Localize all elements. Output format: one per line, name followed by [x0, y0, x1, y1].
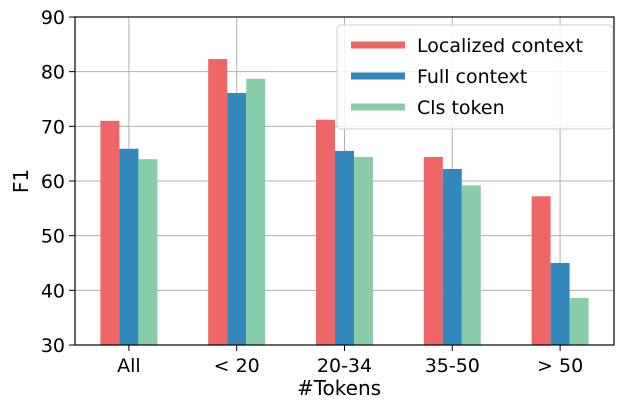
plot-frame [74, 16, 615, 346]
bar [138, 159, 158, 345]
legend-label: Full context [417, 66, 527, 88]
x-tick-label: 20-34 [317, 355, 372, 377]
legend-label: Cls token [417, 97, 505, 119]
legend-box [336, 24, 614, 130]
bar [461, 185, 481, 345]
y-tick-label: 30 [41, 335, 65, 357]
x-axis-label: #Tokens [297, 376, 381, 400]
x-tick-labels: All < 20 20-34 35-50 > 50 [117, 355, 583, 377]
y-tick-label: 90 [41, 7, 65, 29]
bar [531, 196, 551, 345]
bar [100, 120, 120, 345]
bar [550, 263, 570, 345]
bar [569, 297, 589, 345]
axes [69, 16, 615, 351]
bar [119, 148, 139, 345]
legend-label: Localized context [417, 35, 583, 57]
y-tick-label: 70 [41, 116, 65, 138]
x-tick-label: > 50 [537, 355, 583, 377]
bar [335, 150, 354, 345]
y-tick-labels: 30 40 50 60 70 80 90 [41, 7, 65, 357]
x-tick-label: 35-50 [425, 355, 480, 377]
bar [423, 156, 443, 345]
bar [227, 92, 247, 345]
y-tick-label: 60 [41, 171, 65, 193]
y-tick-label: 80 [41, 62, 65, 84]
bar [246, 78, 266, 346]
y-tick-label: 50 [41, 226, 65, 248]
y-axis-label: F1 [9, 169, 33, 193]
bar [208, 59, 228, 346]
bar [316, 119, 335, 345]
legend: Localized context Full context Cls token [336, 24, 614, 130]
x-tick-label: < 20 [214, 355, 260, 377]
y-tick-label: 40 [41, 280, 65, 302]
x-tick-label: All [117, 355, 141, 377]
bar [354, 156, 373, 345]
bar [442, 168, 462, 345]
bars [100, 59, 589, 346]
